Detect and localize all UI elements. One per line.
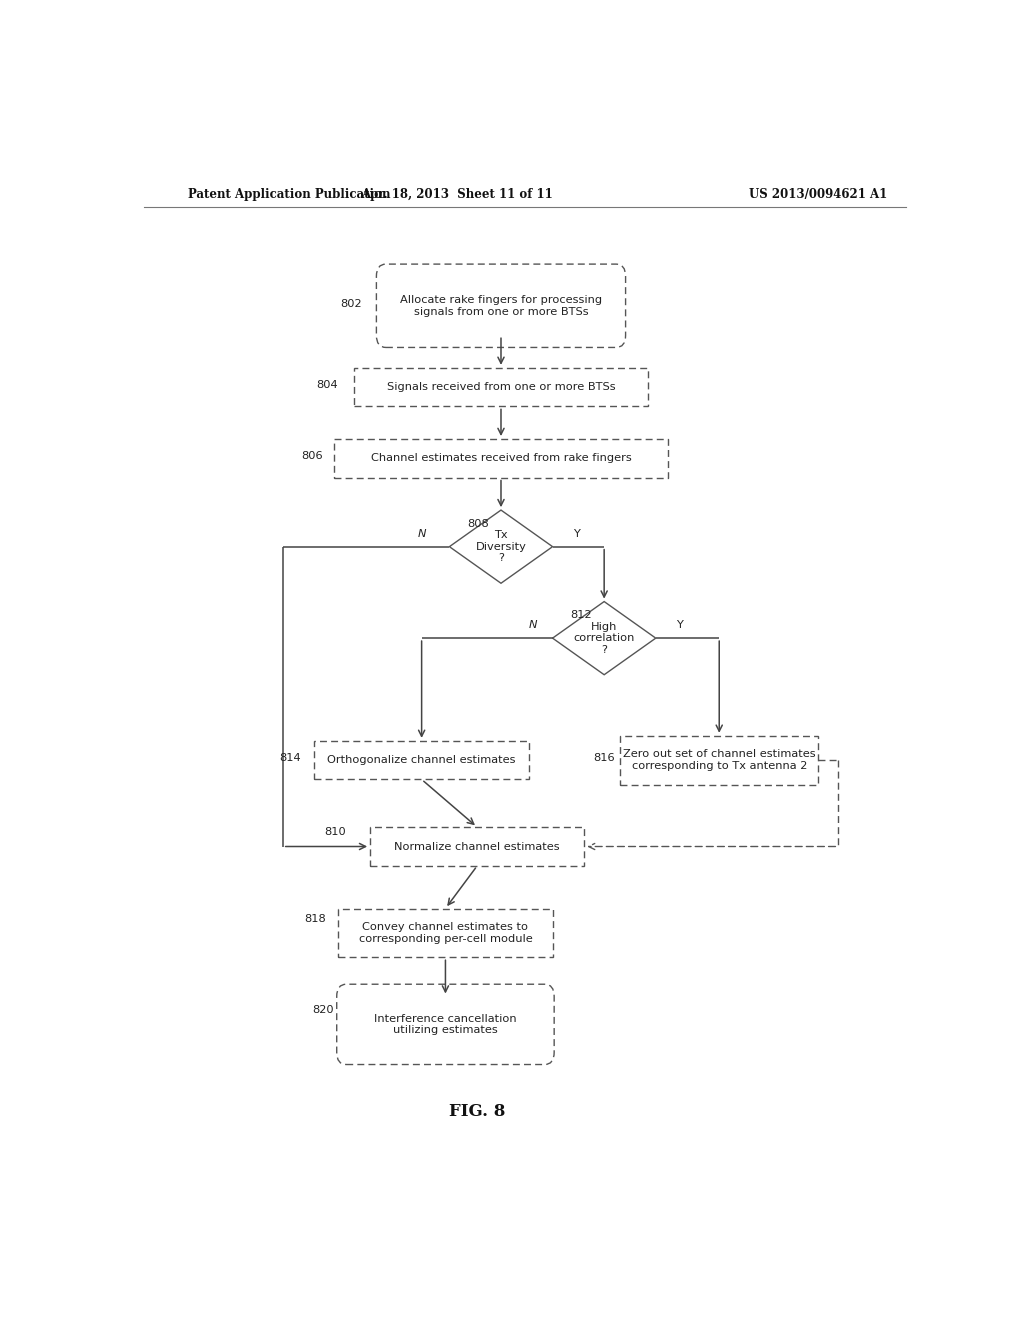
FancyBboxPatch shape	[314, 741, 528, 779]
Text: 804: 804	[316, 380, 338, 389]
Text: 802: 802	[341, 298, 362, 309]
Text: FIG. 8: FIG. 8	[449, 1104, 506, 1121]
Text: 820: 820	[312, 1005, 334, 1015]
Text: 810: 810	[325, 828, 346, 837]
Text: Allocate rake fingers for processing
signals from one or more BTSs: Allocate rake fingers for processing sig…	[400, 294, 602, 317]
Text: 814: 814	[280, 754, 301, 763]
Polygon shape	[553, 602, 655, 675]
Text: US 2013/0094621 A1: US 2013/0094621 A1	[750, 189, 888, 202]
Text: 818: 818	[305, 913, 327, 924]
Text: Orthogonalize channel estimates: Orthogonalize channel estimates	[328, 755, 516, 766]
Text: N: N	[528, 620, 537, 630]
Polygon shape	[450, 510, 553, 583]
Text: Channel estimates received from rake fingers: Channel estimates received from rake fin…	[371, 453, 632, 463]
Text: N: N	[418, 529, 426, 540]
FancyBboxPatch shape	[354, 368, 648, 407]
Text: Y: Y	[676, 620, 683, 630]
FancyBboxPatch shape	[370, 828, 585, 866]
Text: Signals received from one or more BTSs: Signals received from one or more BTSs	[387, 381, 615, 392]
Text: High
correlation
?: High correlation ?	[573, 622, 635, 655]
Text: 806: 806	[301, 451, 323, 461]
Text: Tx
Diversity
?: Tx Diversity ?	[475, 531, 526, 564]
FancyBboxPatch shape	[337, 985, 554, 1064]
FancyBboxPatch shape	[620, 735, 818, 784]
Text: Normalize channel estimates: Normalize channel estimates	[394, 842, 560, 851]
FancyBboxPatch shape	[338, 908, 553, 957]
Text: Y: Y	[573, 529, 580, 540]
Text: 816: 816	[593, 754, 614, 763]
Text: Interference cancellation
utilizing estimates: Interference cancellation utilizing esti…	[374, 1014, 517, 1035]
Text: Apr. 18, 2013  Sheet 11 of 11: Apr. 18, 2013 Sheet 11 of 11	[361, 189, 553, 202]
FancyBboxPatch shape	[377, 264, 626, 347]
Text: Patent Application Publication: Patent Application Publication	[187, 189, 390, 202]
Text: Zero out set of channel estimates
corresponding to Tx antenna 2: Zero out set of channel estimates corres…	[623, 750, 815, 771]
Text: Convey channel estimates to
corresponding per-cell module: Convey channel estimates to correspondin…	[358, 923, 532, 944]
Text: 812: 812	[570, 610, 592, 620]
Text: 808: 808	[467, 519, 489, 529]
FancyBboxPatch shape	[334, 440, 668, 478]
